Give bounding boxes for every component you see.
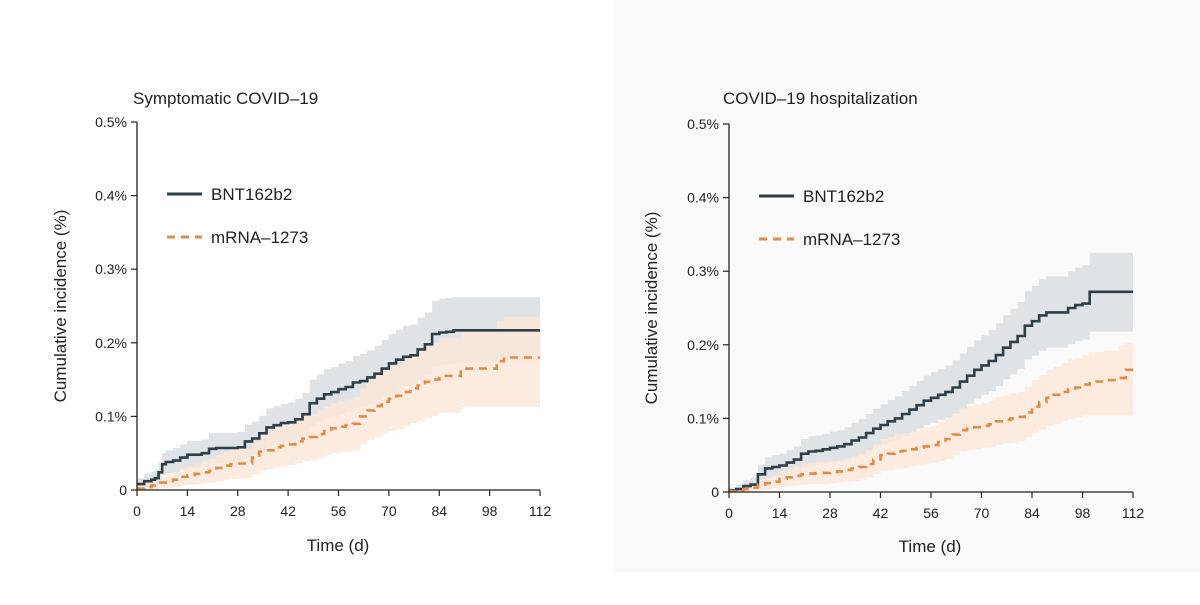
x-tick-label: 98 [1075,505,1091,521]
chart-title: COVID–19 hospitalization [723,89,918,108]
y-tick-label: 0.4% [95,188,127,204]
confidence-band-mrna1273 [137,317,540,490]
y-tick-label: 0 [119,482,127,498]
x-tick-label: 112 [1122,505,1145,521]
y-axis-label: Cumulative incidence (%) [642,212,661,405]
x-tick-label: 84 [431,503,447,519]
legend-label-mrna1273: mRNA–1273 [211,228,308,247]
x-tick-label: 70 [974,505,990,521]
y-tick-label: 0.1% [687,410,719,426]
x-tick-label: 112 [529,503,552,519]
x-tick-label: 28 [822,505,838,521]
y-tick-label: 0.5% [687,116,719,132]
x-tick-label: 0 [133,503,141,519]
y-tick-label: 0.4% [687,190,719,206]
y-tick-label: 0.1% [95,408,127,424]
x-axis-label: Time (d) [307,536,370,555]
x-tick-label: 84 [1024,505,1040,521]
confidence-band-bnt162b2 [729,250,1133,492]
x-tick-label: 28 [230,503,246,519]
chart-hospitalization: COVID–19 hospitalization 0 14 28 42 56 70 84 98… [642,89,1144,556]
x-tick-label: 14 [772,505,788,521]
y-tick-label: 0.2% [95,335,127,351]
legend-label-bnt162b2: BNT162b2 [211,185,292,204]
legend: BNT162b2 mRNA–1273 [167,185,308,247]
x-tick-label: 98 [482,503,498,519]
series-line-bnt162b2 [137,328,540,486]
y-tick-label: 0 [711,484,719,500]
series-line-bnt162b2 [729,290,1133,492]
y-tick-label: 0.3% [687,263,719,279]
x-tick-label: 14 [180,503,196,519]
y-tick-label: 0.5% [95,114,127,130]
plot-area: 0 14 28 42 56 70 84 98 112 0 0.1% 0.2% 0.3% 0.4% 0.5% [687,116,1144,521]
x-tick-label: 56 [331,503,347,519]
x-tick-label: 42 [873,505,889,521]
series-line-mrna1273 [137,356,540,490]
legend-label-mrna1273: mRNA–1273 [803,230,900,249]
x-tick-label: 56 [923,505,939,521]
x-tick-label: 42 [280,503,296,519]
chart-title: Symptomatic COVID–19 [133,89,318,108]
legend-label-bnt162b2: BNT162b2 [803,187,884,206]
legend: BNT162b2 mRNA–1273 [759,187,900,249]
plot-area: 0 14 28 42 56 70 84 98 112 0 0.1% 0.2% 0.3% 0.4% 0.5% [95,114,551,519]
y-axis-label: Cumulative incidence (%) [51,210,70,403]
y-tick-label: 0.3% [95,261,127,277]
y-tick-label: 0.2% [687,337,719,353]
x-axis-label: Time (d) [899,537,962,556]
x-tick-label: 70 [381,503,397,519]
confidence-band-bnt162b2 [137,283,540,490]
confidence-band-mrna1273 [729,343,1133,492]
x-tick-label: 0 [725,505,733,521]
chart-symptomatic: Symptomatic COVID–19 0 14 28 42 56 70 84 98 1120… [51,89,551,555]
